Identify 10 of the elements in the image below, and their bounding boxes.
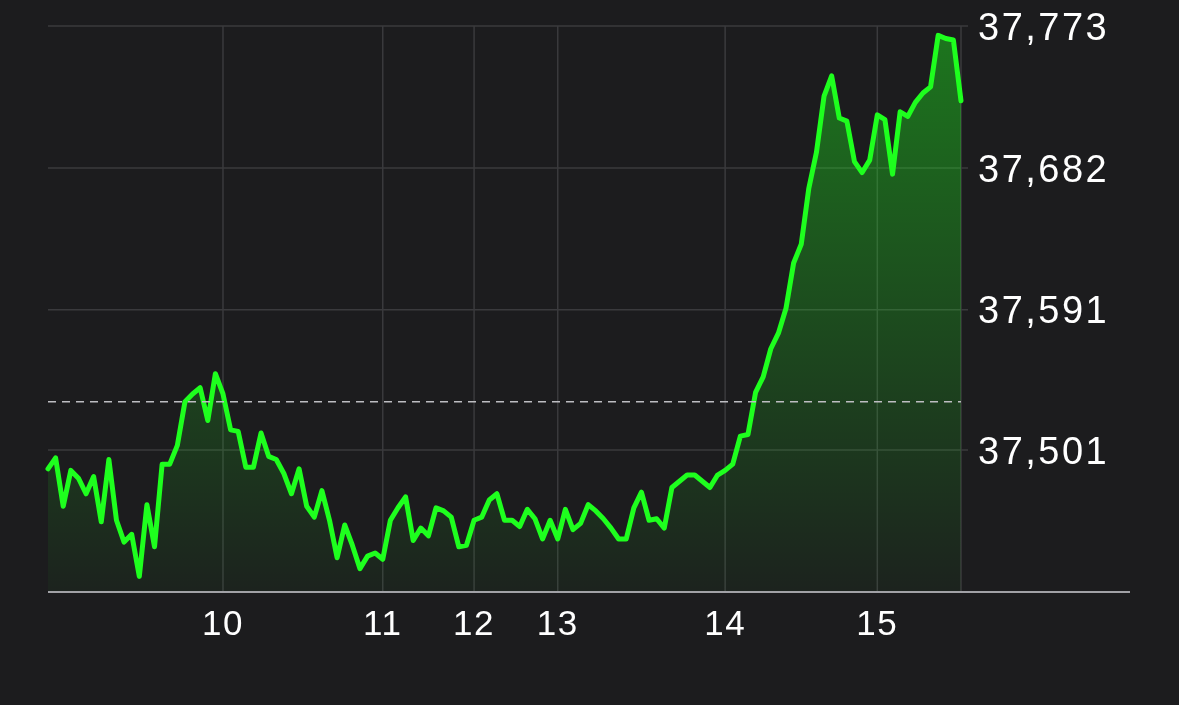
y-tick-label: 37,591 xyxy=(978,289,1110,332)
y-tick-label: 37,501 xyxy=(978,429,1110,472)
x-tick-label: 11 xyxy=(363,603,403,642)
y-tick-label: 37,682 xyxy=(978,147,1110,190)
x-tick-label: 13 xyxy=(536,603,579,642)
x-tick-label: 15 xyxy=(856,603,899,642)
x-tick-label: 10 xyxy=(202,603,244,642)
x-tick-label: 14 xyxy=(704,603,747,642)
x-tick-label: 12 xyxy=(453,603,496,642)
y-tick-label: 37,773 xyxy=(978,5,1110,48)
